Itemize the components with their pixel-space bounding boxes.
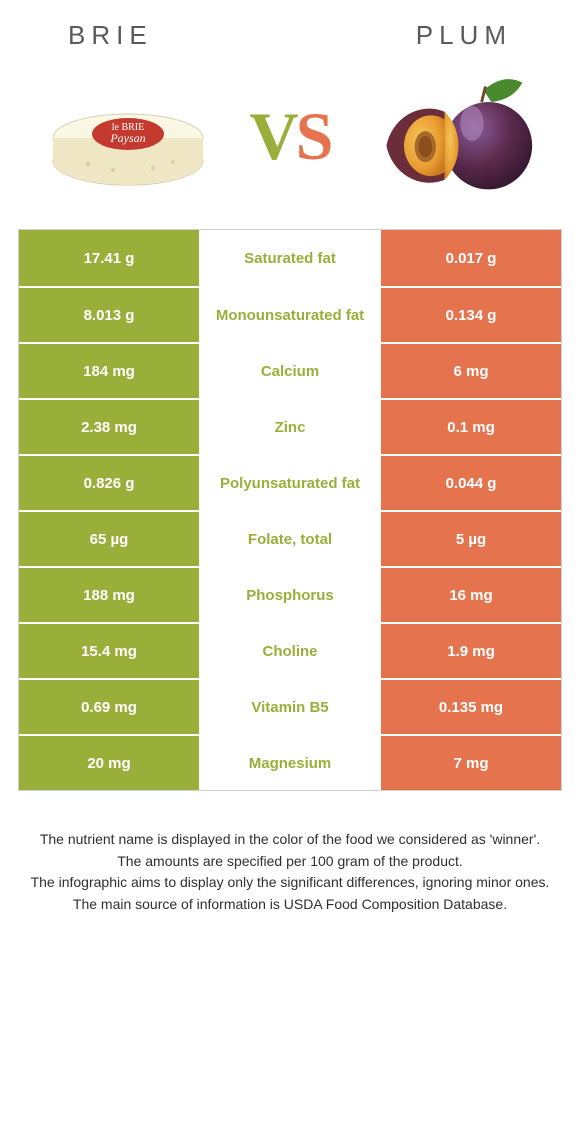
- vs-label: VS: [250, 97, 331, 176]
- table-row: 184 mgCalcium6 mg: [19, 342, 561, 398]
- value-left: 20 mg: [19, 736, 199, 790]
- nutrient-label: Vitamin B5: [199, 680, 381, 734]
- value-left: 17.41 g: [19, 230, 199, 286]
- plum-fruit-icon: [367, 71, 537, 201]
- hero-row: le BRIE Paysan VS: [18, 71, 562, 201]
- table-row: 0.69 mgVitamin B50.135 mg: [19, 678, 561, 734]
- value-left: 188 mg: [19, 568, 199, 622]
- nutrient-label: Calcium: [199, 344, 381, 398]
- nutrient-label: Monounsaturated fat: [199, 288, 381, 342]
- brie-cheese-icon: le BRIE Paysan: [43, 71, 213, 201]
- value-left: 8.013 g: [19, 288, 199, 342]
- nutrient-label: Saturated fat: [199, 230, 381, 286]
- svg-text:Paysan: Paysan: [109, 131, 145, 145]
- value-right: 0.017 g: [381, 230, 561, 286]
- comparison-table: 17.41 gSaturated fat0.017 g8.013 gMonoun…: [18, 229, 562, 791]
- value-right: 1.9 mg: [381, 624, 561, 678]
- table-row: 8.013 gMonounsaturated fat0.134 g: [19, 286, 561, 342]
- vs-v: V: [250, 98, 296, 174]
- table-row: 2.38 mgZinc0.1 mg: [19, 398, 561, 454]
- value-left: 65 µg: [19, 512, 199, 566]
- table-row: 65 µgFolate, total5 µg: [19, 510, 561, 566]
- value-left: 2.38 mg: [19, 400, 199, 454]
- footer-line: The main source of information is USDA F…: [22, 894, 558, 916]
- value-right: 16 mg: [381, 568, 561, 622]
- titles-row: Brie Plum: [18, 20, 562, 51]
- table-row: 0.826 gPolyunsaturated fat0.044 g: [19, 454, 561, 510]
- nutrient-label: Phosphorus: [199, 568, 381, 622]
- value-left: 15.4 mg: [19, 624, 199, 678]
- nutrient-label: Folate, total: [199, 512, 381, 566]
- value-left: 0.826 g: [19, 456, 199, 510]
- value-right: 5 µg: [381, 512, 561, 566]
- value-right: 0.044 g: [381, 456, 561, 510]
- nutrient-label: Polyunsaturated fat: [199, 456, 381, 510]
- vs-s: S: [296, 98, 331, 174]
- nutrient-label: Choline: [199, 624, 381, 678]
- title-left: Brie: [68, 20, 153, 51]
- footer-line: The nutrient name is displayed in the co…: [22, 829, 558, 851]
- footer-line: The infographic aims to display only the…: [22, 872, 558, 894]
- table-row: 17.41 gSaturated fat0.017 g: [19, 230, 561, 286]
- table-row: 15.4 mgCholine1.9 mg: [19, 622, 561, 678]
- nutrient-label: Zinc: [199, 400, 381, 454]
- value-left: 184 mg: [19, 344, 199, 398]
- value-right: 6 mg: [381, 344, 561, 398]
- value-left: 0.69 mg: [19, 680, 199, 734]
- value-right: 0.1 mg: [381, 400, 561, 454]
- value-right: 7 mg: [381, 736, 561, 790]
- value-right: 0.135 mg: [381, 680, 561, 734]
- nutrient-label: Magnesium: [199, 736, 381, 790]
- footer-line: The amounts are specified per 100 gram o…: [22, 851, 558, 873]
- table-row: 188 mgPhosphorus16 mg: [19, 566, 561, 622]
- footer-notes: The nutrient name is displayed in the co…: [18, 829, 562, 916]
- title-right: Plum: [416, 20, 512, 51]
- value-right: 0.134 g: [381, 288, 561, 342]
- table-row: 20 mgMagnesium7 mg: [19, 734, 561, 790]
